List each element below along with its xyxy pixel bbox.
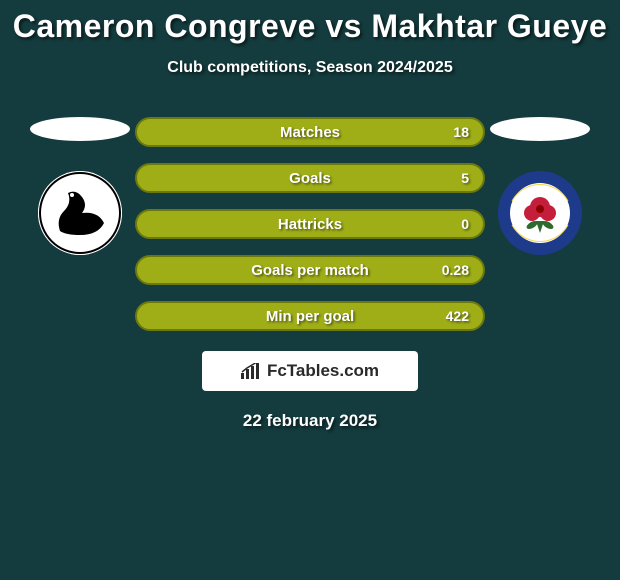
stat-right-value: 18 bbox=[453, 124, 469, 140]
bar-chart-icon bbox=[241, 363, 261, 379]
stat-row-min-per-goal: Min per goal 422 bbox=[135, 301, 485, 331]
stat-label: Goals per match bbox=[137, 262, 483, 279]
left-player-column bbox=[25, 117, 135, 331]
stat-row-matches: Matches 18 bbox=[135, 117, 485, 147]
stat-right-value: 0.28 bbox=[442, 262, 469, 278]
stat-label: Hattricks bbox=[137, 216, 483, 233]
stats-column: Matches 18 Goals 5 Hattricks 0 Goals per… bbox=[135, 117, 485, 331]
stat-right-value: 5 bbox=[461, 170, 469, 186]
stat-label: Min per goal bbox=[137, 308, 483, 325]
stat-label: Matches bbox=[137, 124, 483, 141]
right-player-head-ellipse bbox=[490, 117, 590, 141]
blackburn-rose-icon bbox=[498, 171, 582, 255]
blackburn-crest-icon bbox=[498, 171, 582, 255]
page-title: Cameron Congreve vs Makhtar Gueye bbox=[0, 0, 620, 45]
stat-row-goals: Goals 5 bbox=[135, 163, 485, 193]
comparison-body: Matches 18 Goals 5 Hattricks 0 Goals per… bbox=[0, 117, 620, 331]
subtitle: Club competitions, Season 2024/2025 bbox=[0, 59, 620, 77]
swansea-swan-icon bbox=[38, 171, 122, 255]
comparison-date: 22 february 2025 bbox=[0, 411, 620, 431]
swansea-crest-icon bbox=[38, 171, 122, 255]
banner-text: FcTables.com bbox=[267, 361, 379, 381]
stat-right-value: 422 bbox=[446, 308, 469, 324]
stat-row-goals-per-match: Goals per match 0.28 bbox=[135, 255, 485, 285]
stat-label: Goals bbox=[137, 170, 483, 187]
left-player-head-ellipse bbox=[30, 117, 130, 141]
stat-row-hattricks: Hattricks 0 bbox=[135, 209, 485, 239]
fctables-banner[interactable]: FcTables.com bbox=[202, 351, 418, 391]
right-player-column bbox=[485, 117, 595, 331]
stat-right-value: 0 bbox=[461, 216, 469, 232]
